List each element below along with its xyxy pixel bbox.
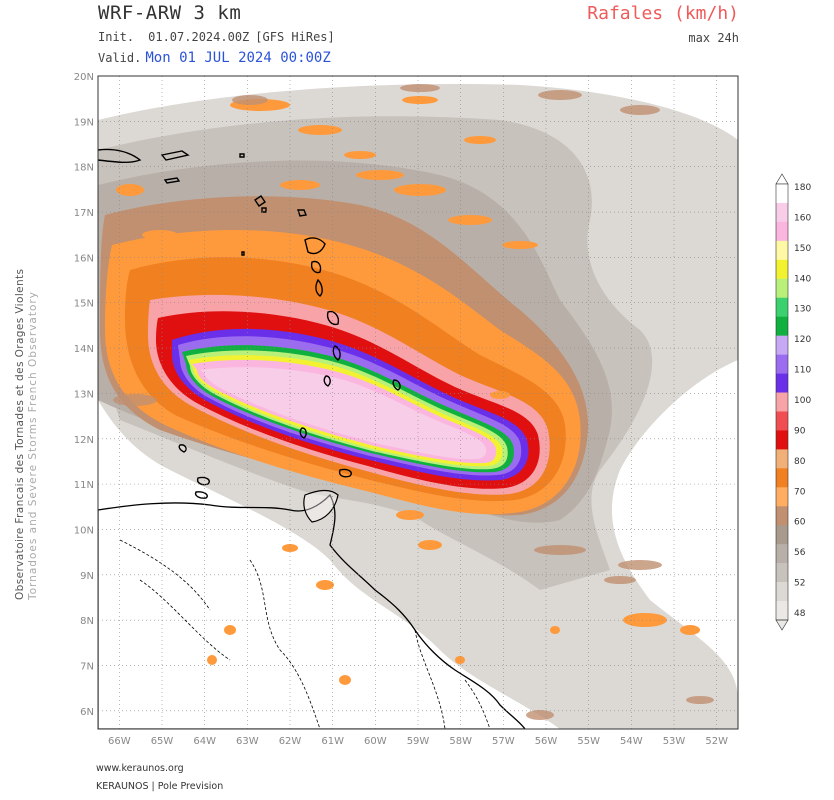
init-line: Init. 01.07.2024.00Z [GFS HiRes] bbox=[98, 30, 335, 44]
colorbar-swatch bbox=[776, 582, 788, 602]
lon-label: 65W bbox=[151, 736, 174, 747]
colorbar-label: 130 bbox=[794, 305, 811, 315]
lon-label: 63W bbox=[236, 736, 259, 747]
colorbar-label: 180 bbox=[794, 183, 811, 193]
colorbar-swatch bbox=[776, 240, 788, 261]
lon-label: 60W bbox=[364, 736, 387, 747]
init-value: 01.07.2024.00Z bbox=[148, 30, 250, 44]
colorbar-swatch bbox=[776, 202, 788, 223]
colorbar-label: 60 bbox=[794, 518, 806, 528]
colorbar-swatch bbox=[776, 335, 788, 355]
lat-label: 11N bbox=[74, 480, 94, 491]
islands bbox=[98, 148, 401, 499]
lat-label: 8N bbox=[80, 616, 94, 627]
lon-label: 64W bbox=[193, 736, 216, 747]
lat-label: 9N bbox=[80, 571, 94, 582]
map-frame bbox=[97, 75, 739, 730]
colorbar-label: 160 bbox=[794, 213, 811, 223]
lat-label: 12N bbox=[74, 435, 94, 446]
gust-field bbox=[98, 84, 738, 729]
lat-label: 16N bbox=[74, 253, 94, 264]
lon-label: 61W bbox=[321, 736, 344, 747]
lat-label: 6N bbox=[80, 707, 94, 718]
lon-label: 53W bbox=[663, 736, 686, 747]
colorbar-swatch bbox=[776, 259, 788, 280]
lat-label: 17N bbox=[74, 208, 94, 219]
colorbar-swatch bbox=[776, 506, 788, 526]
colorbar-swatch bbox=[776, 373, 788, 393]
colorbar-swatch bbox=[776, 392, 788, 412]
country-borders bbox=[119, 539, 491, 729]
colorbar-label: 140 bbox=[794, 274, 811, 284]
colorbar-swatch bbox=[776, 487, 788, 507]
lon-label: 66W bbox=[108, 736, 131, 747]
lon-label: 57W bbox=[492, 736, 515, 747]
lon-label: 52W bbox=[705, 736, 728, 747]
trinidad bbox=[303, 489, 339, 523]
colorbar-swatch bbox=[776, 563, 788, 583]
lon-label: 55W bbox=[577, 736, 600, 747]
colorbar: 180 160 150 140 130 120 110 100 90 80 70 60 56 52 48 bbox=[775, 173, 811, 631]
init-source: [GFS HiRes] bbox=[255, 30, 335, 44]
lat-label: 18N bbox=[74, 163, 94, 174]
colorbar-label: 56 bbox=[794, 548, 806, 558]
colorbar-swatch bbox=[776, 449, 788, 469]
colorbar-swatch bbox=[776, 411, 788, 431]
coastline-south-america bbox=[98, 493, 526, 729]
lat-label: 7N bbox=[80, 662, 94, 673]
colorbar-swatch bbox=[776, 184, 788, 204]
footer-website[interactable]: www.keraunos.org bbox=[96, 763, 184, 774]
colorbar-swatch bbox=[776, 525, 788, 545]
colorbar-label: 70 bbox=[794, 487, 806, 497]
colorbar-swatch bbox=[776, 297, 788, 317]
init-label: Init. bbox=[98, 30, 135, 44]
lon-label: 58W bbox=[449, 736, 472, 747]
lat-label: 13N bbox=[74, 389, 94, 400]
valid-label: Valid. bbox=[98, 51, 142, 65]
lon-label: 54W bbox=[620, 736, 643, 747]
lat-label: 19N bbox=[74, 117, 94, 128]
longitude-labels: 66W 65W 64W 63W 62W 61W 60W 59W 58W 57W 56W 55W 54W 5… bbox=[108, 736, 728, 747]
colorbar-label: 150 bbox=[794, 244, 811, 254]
colorbar-top-arrow bbox=[775, 173, 789, 185]
valid-line: Valid. Mon 01 JUL 2024 00:00Z bbox=[98, 50, 331, 66]
colorbar-frame bbox=[775, 183, 789, 621]
lat-label: 14N bbox=[74, 344, 94, 355]
colorbar-swatch bbox=[776, 221, 788, 242]
lat-lon-grid bbox=[98, 76, 738, 729]
colorbar-label: 100 bbox=[794, 396, 811, 406]
gust-streaks-brown bbox=[113, 84, 714, 720]
accumulation-period: max 24h bbox=[688, 31, 739, 45]
lat-label: 10N bbox=[74, 525, 94, 536]
colorbar-label: 48 bbox=[794, 609, 806, 619]
lat-label: 20N bbox=[74, 72, 94, 83]
lon-label: 59W bbox=[407, 736, 430, 747]
colorbar-label: 90 bbox=[794, 426, 806, 436]
colorbar-label: 52 bbox=[794, 579, 805, 589]
lon-label: 56W bbox=[535, 736, 558, 747]
colorbar-swatch bbox=[776, 468, 788, 488]
colorbar-swatch bbox=[776, 430, 788, 450]
gust-160-zone bbox=[200, 367, 487, 460]
footer-brand: KERAUNOS | Pole Prevision bbox=[96, 781, 224, 792]
parameter-title: Rafales (km/h) bbox=[587, 3, 739, 24]
valid-date: Mon 01 JUL 2024 00:00Z bbox=[145, 50, 331, 66]
colorbar-swatch bbox=[776, 601, 788, 621]
colorbar-swatch bbox=[776, 316, 788, 336]
colorbar-label: 120 bbox=[794, 335, 811, 345]
colorbar-bottom-arrow bbox=[775, 619, 789, 631]
colorbar-label: 80 bbox=[794, 457, 806, 467]
colorbar-swatch bbox=[776, 278, 788, 299]
lon-label: 62W bbox=[279, 736, 302, 747]
colorbar-swatch bbox=[776, 544, 788, 564]
colorbar-label: 110 bbox=[794, 366, 811, 376]
lat-label: 15N bbox=[74, 299, 94, 310]
model-title: WRF-ARW 3 km bbox=[98, 2, 242, 24]
latitude-labels: 20N 19N 18N 17N 16N 15N 14N 13N 12N 11N 10N 9N 8N 7N 6… bbox=[74, 72, 94, 718]
gust-streaks bbox=[116, 96, 700, 685]
colorbar-swatch bbox=[776, 354, 788, 374]
